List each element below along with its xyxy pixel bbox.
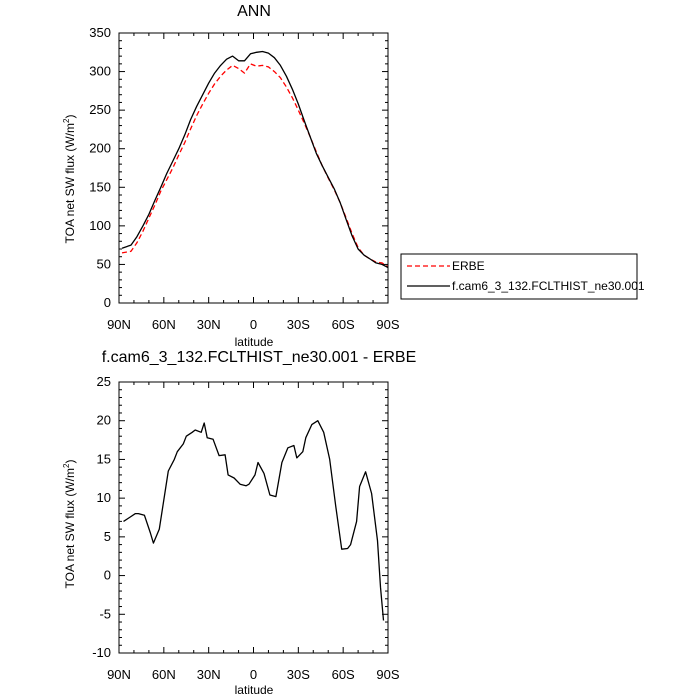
bottom-x-tick-label: 90N bbox=[107, 667, 131, 682]
bottom-x-tick-label: 90S bbox=[376, 667, 399, 682]
bottom-x-tick-label: 60N bbox=[152, 667, 176, 682]
top-y-tick-label: 0 bbox=[104, 295, 111, 310]
bottom-y-tick-label: 15 bbox=[97, 451, 111, 466]
top-x-tick-label: 0 bbox=[250, 317, 257, 332]
top-x-axis-label: latitude bbox=[235, 335, 274, 349]
bottom-x-tick-label: 30S bbox=[287, 667, 310, 682]
bottom-y-tick-label: -10 bbox=[92, 645, 111, 660]
top-y-tick-label: 100 bbox=[89, 218, 111, 233]
top-chart-title: ANN bbox=[237, 3, 271, 20]
bottom-x-axis-label: latitude bbox=[235, 683, 274, 697]
top-panel: ANN TOA net SW flux (W/m2) latitude 0 50 1… bbox=[62, 3, 400, 349]
top-y-tick-label: 300 bbox=[89, 64, 111, 79]
top-y-tick-label: 350 bbox=[89, 25, 111, 40]
top-x-tick-label: 30S bbox=[287, 317, 310, 332]
bottom-y-tick-label: -5 bbox=[99, 606, 111, 621]
bottom-y-axis-label: TOA net SW flux (W/m2) bbox=[62, 460, 77, 589]
bottom-x-tick-label: 60S bbox=[332, 667, 355, 682]
top-y-axis-label: TOA net SW flux (W/m2) bbox=[62, 115, 77, 244]
top-y-tick-label: 150 bbox=[89, 179, 111, 194]
top-x-tick-label: 90N bbox=[107, 317, 131, 332]
top-series-line-0 bbox=[121, 63, 389, 268]
bottom-x-tick-label: 0 bbox=[250, 667, 257, 682]
bottom-x-tick-label: 30N bbox=[197, 667, 221, 682]
top-y-tick-label: 50 bbox=[97, 256, 111, 271]
legend-box bbox=[400, 253, 638, 300]
bottom-y-tick-label: 20 bbox=[97, 413, 111, 428]
legend-erbe-label: ERBE bbox=[452, 259, 485, 273]
top-x-tick-label: 30N bbox=[197, 317, 221, 332]
bottom-plot-frame bbox=[118, 381, 389, 654]
bottom-y-tick-label: 25 bbox=[97, 374, 111, 389]
legend: ERBE f.cam6_3_132.FCLTHIST_ne30.001 bbox=[400, 253, 645, 300]
bottom-chart-title: f.cam6_3_132.FCLTHIST_ne30.001 - ERBE bbox=[102, 349, 417, 366]
top-x-tick-label: 90S bbox=[376, 317, 399, 332]
bottom-y-tick-label: 0 bbox=[104, 568, 111, 583]
top-plot-frame bbox=[118, 32, 389, 304]
top-x-tick-label: 60N bbox=[152, 317, 176, 332]
top-y-tick-label: 200 bbox=[89, 141, 111, 156]
top-x-tick-label: 60S bbox=[332, 317, 355, 332]
bottom-series-line-0 bbox=[123, 420, 385, 621]
top-y-tick-label: 250 bbox=[89, 102, 111, 117]
bottom-panel: f.cam6_3_132.FCLTHIST_ne30.001 - ERBE TO… bbox=[62, 349, 416, 697]
bottom-y-tick-label: 5 bbox=[104, 529, 111, 544]
bottom-y-tick-label: 10 bbox=[97, 490, 111, 505]
top-series-line-1 bbox=[121, 50, 389, 269]
legend-model-label: f.cam6_3_132.FCLTHIST_ne30.001 bbox=[452, 279, 645, 293]
